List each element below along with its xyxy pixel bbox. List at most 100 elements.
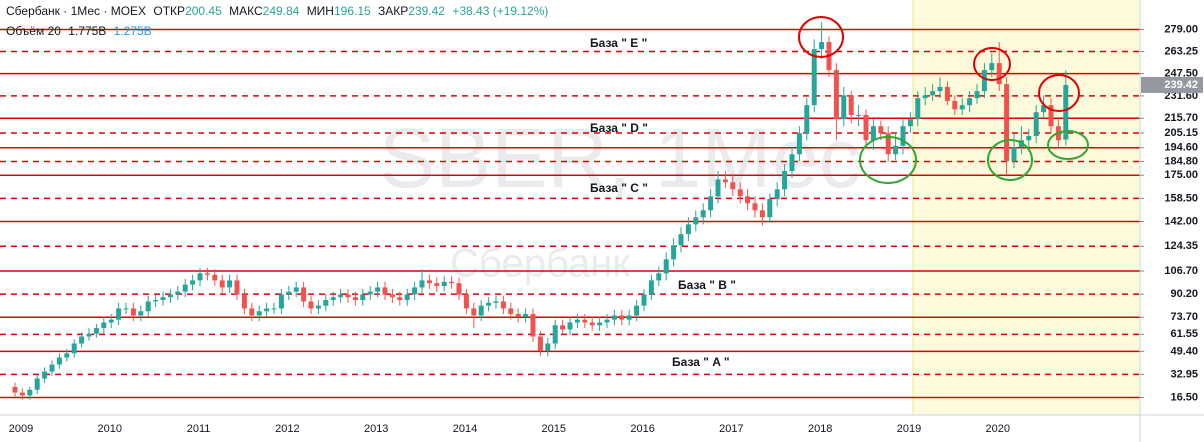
candle-body: [434, 283, 440, 287]
y-tick-label: 49.40: [1170, 345, 1198, 357]
candle-body: [160, 297, 166, 301]
highlight-circle: [798, 16, 844, 58]
y-tick-label: 90.20: [1170, 288, 1198, 300]
candle-body: [182, 284, 188, 292]
candle-body: [700, 210, 706, 218]
candle-body: [212, 274, 218, 281]
candle-body: [249, 308, 255, 316]
y-tick-label: 184.80: [1164, 155, 1198, 167]
candle-body: [560, 325, 566, 330]
candle-body: [582, 319, 588, 323]
candle-body: [456, 283, 462, 295]
x-tick-label: 2013: [364, 423, 388, 435]
candle-body: [952, 100, 958, 110]
candle-body: [515, 314, 521, 317]
candle-body: [449, 281, 455, 284]
candle-body: [552, 325, 558, 344]
open-value: 200.45: [185, 4, 222, 18]
candle-body: [190, 280, 196, 285]
candle-body: [56, 357, 62, 365]
candle-body: [722, 179, 728, 183]
candle-body: [419, 280, 425, 288]
y-tick-label: 205.15: [1164, 127, 1198, 139]
open-label: ОТКР: [153, 4, 186, 18]
candle-body: [841, 95, 847, 120]
y-tick-label: 16.50: [1170, 391, 1198, 403]
y-tick-label: 158.50: [1164, 192, 1198, 204]
y-tick-label: 106.70: [1164, 265, 1198, 277]
candle-body: [19, 392, 25, 396]
candle-body: [153, 300, 159, 302]
y-tick-label: 32.95: [1170, 368, 1198, 380]
candle-body: [34, 378, 40, 390]
y-tick-label: 73.70: [1170, 311, 1198, 323]
candle-body: [900, 126, 906, 146]
candle-body: [1026, 135, 1032, 141]
close-value: 239.42: [408, 4, 445, 18]
low-label: МИН: [306, 4, 334, 18]
candle-body: [745, 196, 751, 204]
candle-body: [693, 217, 699, 225]
candle-body: [167, 294, 173, 298]
candle-body: [145, 301, 151, 312]
volume-legend: Объём 20 1.775B 1.275B: [6, 24, 156, 38]
candle-body: [478, 305, 484, 316]
candle-body: [530, 314, 536, 337]
candle-body: [767, 199, 773, 218]
volume-label: Объём 20: [6, 24, 61, 38]
candle-body: [293, 287, 299, 292]
x-tick-label: 2015: [542, 423, 566, 435]
candle-body: [967, 98, 973, 106]
candle-body: [848, 95, 854, 115]
candle-body: [930, 91, 936, 96]
candle-body: [634, 305, 640, 316]
high-label: МАКС: [229, 4, 263, 18]
candle-body: [64, 353, 70, 358]
candle-body: [782, 171, 788, 190]
candle-body: [937, 86, 943, 92]
candle-body: [397, 297, 403, 301]
y-tick-label: 247.50: [1164, 68, 1198, 80]
candle-body: [360, 294, 366, 301]
candle-body: [907, 119, 913, 127]
highlight-region: [913, 0, 1140, 415]
y-tick-label: 194.60: [1164, 142, 1198, 154]
candle-body: [1041, 105, 1047, 113]
candle-body: [204, 273, 210, 275]
candle-body: [641, 294, 647, 306]
candle-body: [471, 308, 477, 316]
watermark-name: Сбербанк: [450, 242, 630, 286]
x-tick-label: 2018: [808, 423, 832, 435]
candle-body: [589, 322, 595, 326]
candle-body: [885, 133, 891, 155]
volume-value: 1.775B: [68, 24, 107, 38]
candle-body: [426, 280, 432, 284]
close-label: ЗАКР: [378, 4, 409, 18]
candle-body: [286, 291, 292, 295]
candle-body: [545, 343, 551, 351]
candle-body: [663, 259, 669, 274]
candle-body: [219, 280, 225, 288]
highlight-circle: [973, 47, 1011, 81]
candle-body: [708, 196, 714, 211]
candle-body: [256, 311, 262, 316]
candle-body: [915, 98, 921, 120]
candle-body: [412, 287, 418, 295]
annotation: База " C ": [590, 181, 648, 195]
highlight-circle: [1047, 130, 1089, 160]
candle-body: [863, 114, 869, 141]
candle-body: [878, 126, 884, 134]
candle-body: [271, 308, 277, 310]
candle-body: [441, 281, 447, 287]
candle-body: [101, 322, 107, 329]
candle-body: [759, 210, 765, 218]
candle-body: [737, 189, 743, 197]
candle-body: [1004, 84, 1010, 162]
y-tick-label: 263.25: [1164, 45, 1198, 57]
candle-body: [404, 294, 410, 301]
candle-body: [715, 179, 721, 197]
candle-body: [567, 322, 573, 330]
annotation: База " A ": [672, 355, 730, 369]
candle-body: [574, 319, 580, 323]
